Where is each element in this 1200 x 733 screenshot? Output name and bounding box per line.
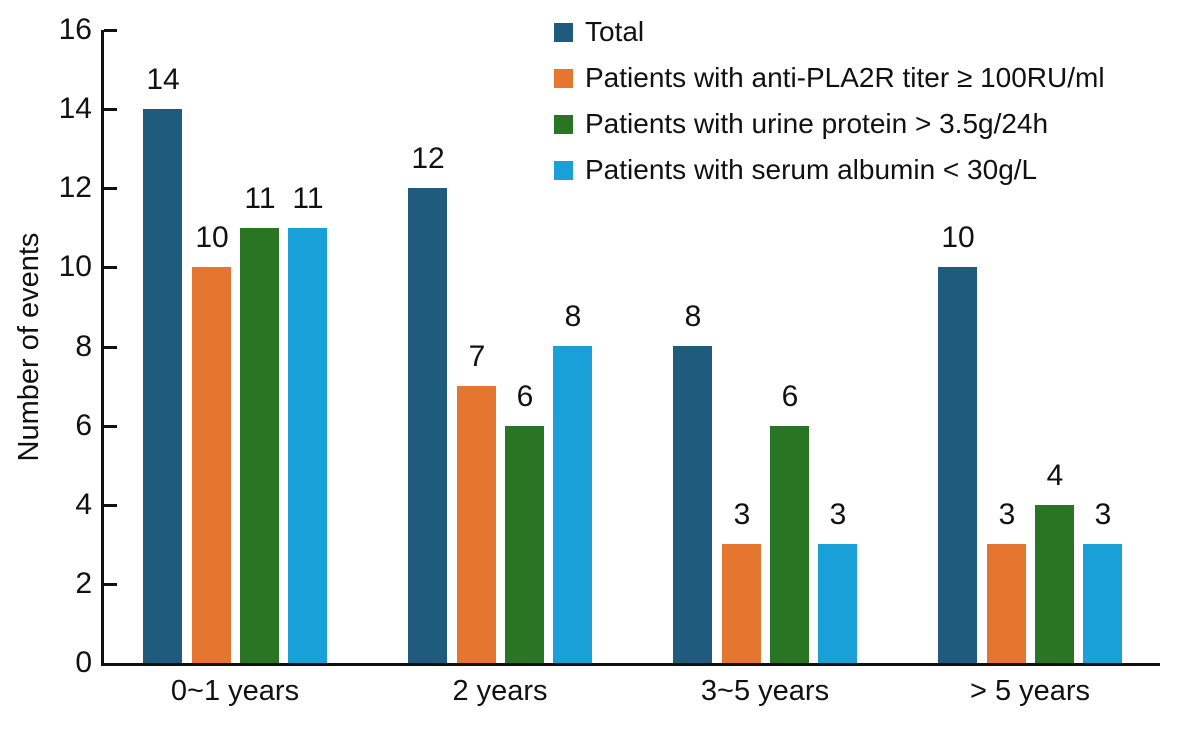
y-axis-tick	[104, 187, 117, 190]
bar	[240, 228, 279, 665]
bar-value-label: 7	[468, 340, 486, 373]
bar-value-label: 8	[684, 300, 702, 333]
legend: Total Patients with anti-PLA2R titer ≥ 1…	[554, 9, 1105, 193]
bar-value-label: 3	[998, 498, 1016, 531]
x-category-label: 0~1 years	[170, 675, 300, 707]
y-axis-spine	[101, 30, 104, 666]
bar	[408, 188, 447, 665]
y-axis-tick	[104, 504, 117, 507]
y-tick-label: 0	[75, 646, 92, 679]
y-axis-tick	[104, 346, 117, 349]
y-tick-label: 6	[75, 409, 92, 442]
y-axis-tick	[104, 108, 117, 111]
bar	[1083, 544, 1122, 665]
bar	[722, 544, 761, 665]
y-axis-tick	[104, 266, 117, 269]
bar	[505, 426, 544, 665]
y-tick-label: 4	[75, 488, 92, 521]
bar	[818, 544, 857, 665]
bar-value-label: 11	[244, 182, 276, 215]
bar-value-label: 12	[411, 142, 445, 175]
legend-item: Patients with serum albumin < 30g/L	[554, 147, 1105, 193]
bar-value-label: 3	[1094, 498, 1112, 531]
bar	[987, 544, 1026, 665]
legend-swatch-serum-albumin	[554, 160, 573, 180]
y-tick-label: 16	[58, 13, 92, 46]
legend-item: Patients with urine protein > 3.5g/24h	[554, 101, 1105, 147]
y-axis-tick	[104, 583, 117, 586]
y-tick-label: 10	[58, 250, 92, 283]
x-category-label: 2 years	[452, 675, 548, 707]
bar	[143, 109, 182, 665]
bar-value-label: 6	[516, 380, 534, 413]
bar	[938, 267, 977, 665]
bar	[673, 346, 712, 665]
bar	[1035, 505, 1074, 665]
bar-value-label: 10	[941, 221, 975, 254]
x-category-label: 3~5 years	[700, 675, 830, 707]
legend-item: Total	[554, 9, 1105, 55]
bar	[457, 386, 496, 665]
legend-swatch-anti-pla2r	[554, 68, 573, 88]
bar-value-label: 3	[829, 498, 847, 531]
bar-value-label: 11	[292, 182, 324, 215]
y-tick-label: 8	[75, 330, 92, 363]
bar-value-label: 6	[781, 380, 799, 413]
bar	[288, 228, 327, 665]
legend-label: Patients with serum albumin < 30g/L	[585, 154, 1038, 185]
x-category-label: > 5 years	[969, 675, 1091, 707]
y-axis-tick	[104, 29, 117, 32]
bar	[192, 267, 231, 665]
y-tick-label: 14	[58, 92, 92, 125]
bar-value-label: 14	[146, 63, 180, 96]
bar	[553, 346, 592, 665]
legend-label: Patients with anti-PLA2R titer ≥ 100RU/m…	[585, 62, 1105, 93]
y-tick-label: 2	[75, 567, 92, 600]
bar-value-label: 8	[564, 300, 582, 333]
legend-item: Patients with anti-PLA2R titer ≥ 100RU/m…	[554, 55, 1105, 101]
legend-label: Total	[585, 16, 645, 47]
bar-value-label: 10	[195, 221, 229, 254]
y-axis-tick	[104, 425, 117, 428]
bar-value-label: 3	[733, 498, 751, 531]
bar	[770, 426, 809, 665]
legend-label: Patients with urine protein > 3.5g/24h	[585, 108, 1049, 139]
legend-swatch-total	[554, 22, 573, 42]
bar-value-label: 4	[1046, 459, 1064, 492]
legend-swatch-urine-protein	[554, 114, 573, 134]
x-axis-spine	[101, 663, 1160, 666]
y-tick-label: 12	[58, 171, 92, 204]
